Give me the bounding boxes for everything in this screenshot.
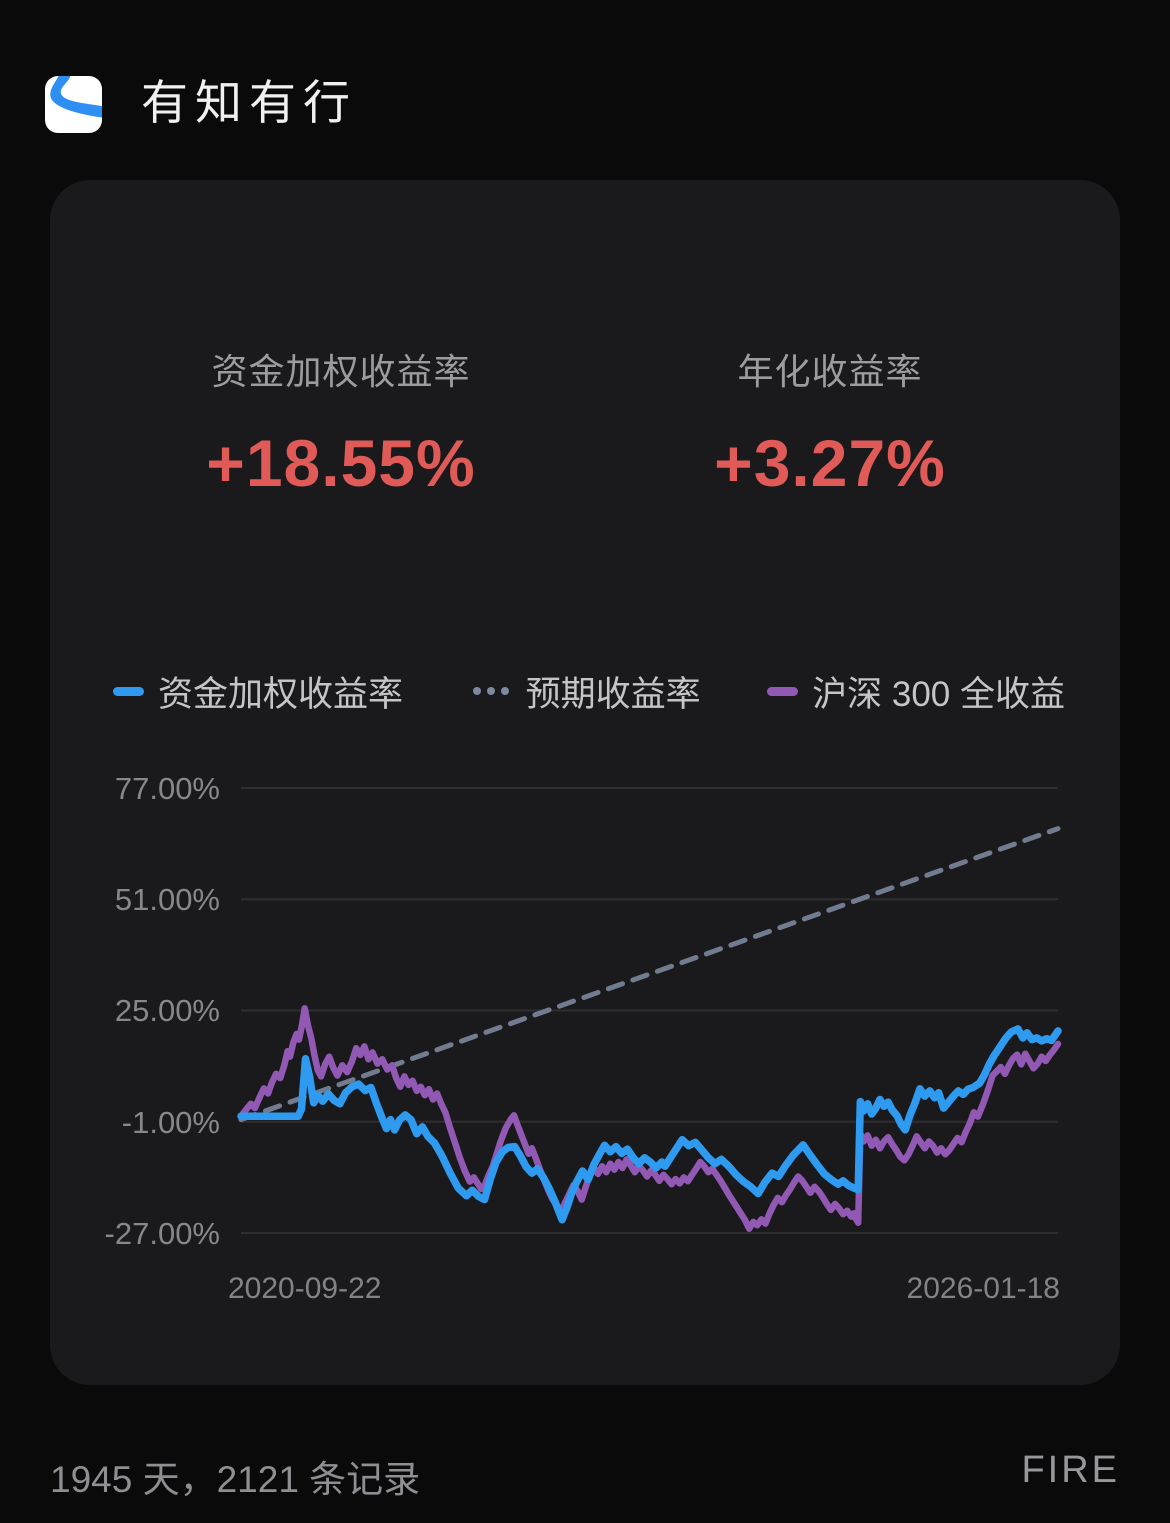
app-logo <box>45 76 102 133</box>
fire-label: FIRE <box>1021 1449 1120 1491</box>
legend-label: 预期收益率 <box>525 674 701 714</box>
legend-item-expected-return: 预期收益率 <box>470 666 701 717</box>
chart-legend: 资金加权收益率 预期收益率 沪深 300 全收益 <box>113 668 1065 714</box>
stat-value: +18.55% <box>206 426 476 500</box>
y-tick-label: -1.00% <box>122 1105 220 1140</box>
series-line-csi300 <box>237 1005 1062 1232</box>
chart-canvas: 77.00% 51.00% 25.00% -1.00% -27.00% 2020… <box>105 771 1062 1305</box>
y-tick-label: -27.00% <box>105 1216 220 1251</box>
report-card: 资金加权收益率 +18.55% 年化收益率 +3.27% 资金加权收益率 预期收… <box>50 180 1120 1385</box>
legend-item-money-weighted: 资金加权收益率 <box>113 666 403 717</box>
y-tick-label: 25.00% <box>115 993 220 1028</box>
x-axis-end-label: 2026-01-18 <box>907 1272 1060 1305</box>
stat-label: 资金加权收益率 <box>211 351 471 392</box>
series-lines <box>237 826 1062 1232</box>
stat-label: 年化收益率 <box>737 351 923 392</box>
legend-label: 沪深 300 全收益 <box>812 674 1065 714</box>
returns-line-chart: 77.00% 51.00% 25.00% -1.00% -27.00% 2020… <box>50 755 1120 1355</box>
gridlines <box>241 787 1058 1234</box>
y-tick-label: 77.00% <box>115 771 220 806</box>
stat-money-weighted-return: 资金加权收益率 +18.55% <box>206 343 475 501</box>
purple-line-swatch-icon <box>767 686 799 696</box>
legend-label: 资金加权收益率 <box>158 674 404 714</box>
river-logo-icon <box>50 76 102 118</box>
y-tick-label: 51.00% <box>115 882 220 917</box>
legend-item-csi300: 沪深 300 全收益 <box>767 666 1065 717</box>
dotted-line-swatch-icon <box>470 687 512 695</box>
stat-annualized-return: 年化收益率 +3.27% <box>714 343 946 501</box>
series-line-money-weighted <box>237 1025 1062 1224</box>
series-line-expected <box>238 826 1061 1123</box>
record-count-text: 1945 天，2121 条记录 <box>50 1459 421 1500</box>
x-axis-start-label: 2020-09-22 <box>228 1272 381 1305</box>
stat-value: +3.27% <box>714 426 946 500</box>
blue-line-swatch-icon <box>113 686 144 696</box>
app-title: 有知有行 <box>141 78 357 130</box>
